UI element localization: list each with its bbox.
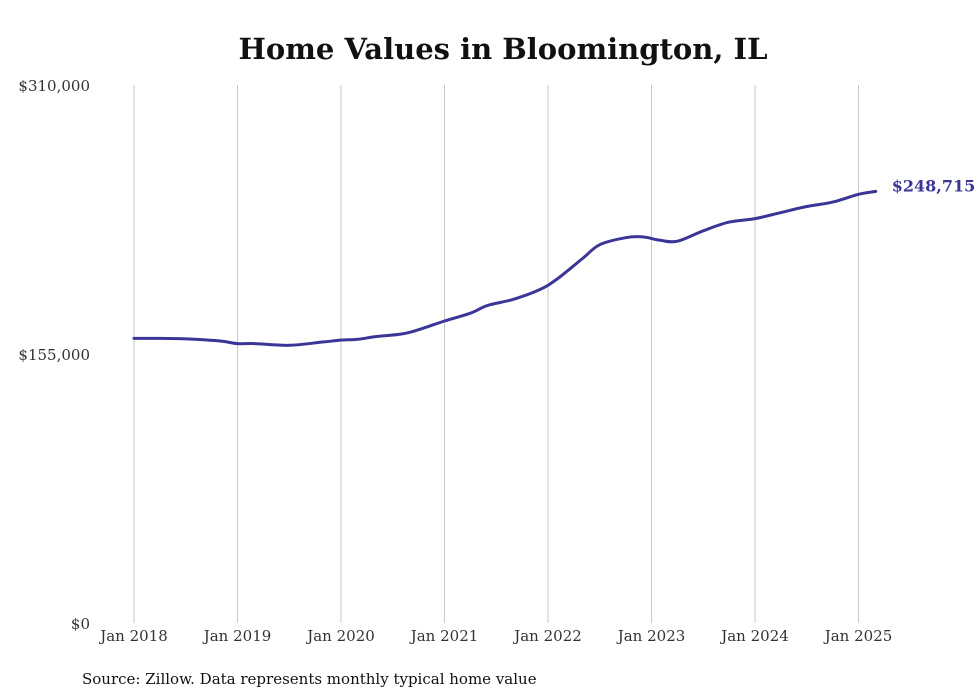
- x-tick-label: Jan 2025: [823, 627, 893, 645]
- chart-source: Source: Zillow. Data represents monthly …: [82, 670, 537, 688]
- x-axis-tick-labels: Jan 2018 Jan 2019 Jan 2020 Jan 2021 Jan 2022…: [98, 627, 892, 645]
- chart-title: Home Values in Bloomington, IL: [238, 32, 767, 66]
- y-axis-tick-labels: $0 $155,000 $310,000: [18, 77, 90, 633]
- x-tick-label: Jan 2019: [202, 627, 272, 645]
- x-tick-label: Jan 2024: [719, 627, 789, 645]
- y-tick-label: $155,000: [18, 346, 90, 364]
- y-tick-label: $0: [71, 615, 90, 633]
- x-tick-label: Jan 2018: [98, 627, 168, 645]
- gridlines: [133, 85, 859, 623]
- x-tick-label: Jan 2020: [305, 627, 375, 645]
- x-tick-label: Jan 2021: [409, 627, 479, 645]
- series-line: [132, 189, 878, 347]
- y-tick-label: $310,000: [18, 77, 90, 95]
- x-tick-label: Jan 2022: [512, 627, 582, 645]
- series-group: $248,715: [132, 176, 976, 347]
- x-tick-label: Jan 2023: [616, 627, 686, 645]
- end-value-label: $248,715: [892, 176, 976, 195]
